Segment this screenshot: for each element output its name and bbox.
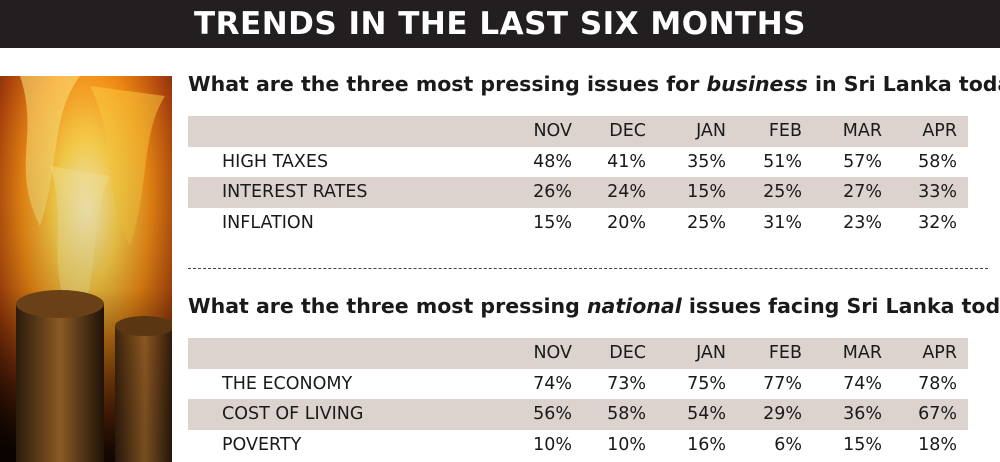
row-label: INTEREST RATES xyxy=(222,182,368,202)
row-value: 24% xyxy=(607,182,646,202)
burning-coins-photo xyxy=(0,76,172,462)
table-row: COST OF LIVING 56% 58% 54% 29% 36% 67% xyxy=(188,399,968,430)
section-divider xyxy=(188,268,988,269)
row-value: 73% xyxy=(607,373,646,394)
header-month: NOV xyxy=(533,343,572,363)
row-value: 58% xyxy=(918,151,957,172)
national-header-row: NOV DEC JAN FEB MAR APR xyxy=(188,338,968,369)
business-question: What are the three most pressing issues … xyxy=(188,72,1000,96)
header-month: FEB xyxy=(768,343,802,363)
row-value: 78% xyxy=(918,373,957,394)
row-value: 10% xyxy=(607,434,646,455)
row-value: 41% xyxy=(607,151,646,172)
row-value: 18% xyxy=(918,434,957,455)
row-value: 51% xyxy=(763,151,802,172)
business-question-em: business xyxy=(706,72,808,96)
header-month: JAN xyxy=(696,343,726,363)
row-value: 27% xyxy=(843,182,882,202)
row-value: 75% xyxy=(687,373,726,394)
row-value: 25% xyxy=(763,182,802,202)
row-value: 29% xyxy=(763,404,802,424)
header-month: DEC xyxy=(609,343,646,363)
table-row: INTEREST RATES 26% 24% 15% 25% 27% 33% xyxy=(188,177,968,208)
national-question: What are the three most pressing nationa… xyxy=(188,294,1000,318)
table-row: INFLATION 15% 20% 25% 31% 23% 32% xyxy=(188,208,968,239)
row-value: 56% xyxy=(533,404,572,424)
row-value: 23% xyxy=(843,212,882,233)
header-month: DEC xyxy=(609,121,646,141)
header-month: JAN xyxy=(696,121,726,141)
row-value: 32% xyxy=(918,212,957,233)
table-row: THE ECONOMY 74% 73% 75% 77% 74% 78% xyxy=(188,369,968,400)
row-value: 15% xyxy=(843,434,882,455)
row-value: 15% xyxy=(687,182,726,202)
row-value: 20% xyxy=(607,212,646,233)
row-value: 54% xyxy=(687,404,726,424)
row-label: POVERTY xyxy=(222,434,302,455)
business-question-pre: What are the three most pressing issues … xyxy=(188,72,707,96)
header-month: FEB xyxy=(768,121,802,141)
row-value: 58% xyxy=(607,404,646,424)
table-row: POVERTY 10% 10% 16% 6% 15% 18% xyxy=(188,430,968,461)
burning-coins-image xyxy=(0,76,172,462)
row-value: 48% xyxy=(533,151,572,172)
row-value: 25% xyxy=(687,212,726,233)
row-label: INFLATION xyxy=(222,212,314,233)
row-value: 77% xyxy=(763,373,802,394)
national-question-post: issues facing Sri Lanka today? xyxy=(688,294,1000,318)
row-value: 35% xyxy=(687,151,726,172)
row-value: 74% xyxy=(533,373,572,394)
banner-title: TRENDS IN THE LAST SIX MONTHS xyxy=(194,6,806,42)
row-value: 6% xyxy=(774,434,802,455)
header-month: NOV xyxy=(533,121,572,141)
row-value: 10% xyxy=(533,434,572,455)
header-month: APR xyxy=(922,343,957,363)
row-value: 67% xyxy=(918,404,957,424)
row-value: 16% xyxy=(687,434,726,455)
header-month: MAR xyxy=(842,343,882,363)
row-value: 36% xyxy=(843,404,882,424)
business-table: NOV DEC JAN FEB MAR APR HIGH TAXES 48% 4… xyxy=(188,116,968,238)
business-question-post: in Sri Lanka today? xyxy=(815,72,1000,96)
row-value: 26% xyxy=(533,182,572,202)
row-value: 57% xyxy=(843,151,882,172)
header-month: APR xyxy=(922,121,957,141)
banner: TRENDS IN THE LAST SIX MONTHS xyxy=(0,0,1000,48)
national-question-pre: What are the three most pressing xyxy=(188,294,587,318)
business-header-row: NOV DEC JAN FEB MAR APR xyxy=(188,116,968,147)
row-value: 33% xyxy=(918,182,957,202)
row-label: THE ECONOMY xyxy=(222,373,353,394)
row-label: COST OF LIVING xyxy=(222,404,364,424)
national-question-em: national xyxy=(586,294,682,318)
row-value: 31% xyxy=(763,212,802,233)
table-row: HIGH TAXES 48% 41% 35% 51% 57% 58% xyxy=(188,147,968,178)
row-value: 74% xyxy=(843,373,882,394)
header-month: MAR xyxy=(842,121,882,141)
national-table: NOV DEC JAN FEB MAR APR THE ECONOMY 74% … xyxy=(188,338,968,460)
row-value: 15% xyxy=(533,212,572,233)
row-label: HIGH TAXES xyxy=(222,151,329,172)
